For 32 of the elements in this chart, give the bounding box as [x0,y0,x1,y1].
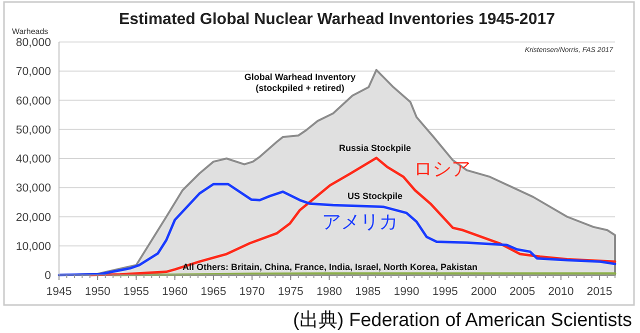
y-tick-label: 60,000 [16,95,51,108]
annotation: アメリカ [322,212,398,233]
x-tick-label: 1955 [123,286,150,298]
x-tick-label: 1990 [394,286,420,298]
y-tick-label: 0 [44,270,51,282]
chart-title: Estimated Global Nuclear Warhead Inventories 1945-2017 [118,11,556,28]
x-tick-label: 1950 [84,286,110,298]
y-tick-label: 80,000 [16,37,51,49]
y-tick-label: 50,000 [16,124,51,136]
x-tick-label: 2000 [470,286,497,298]
series-label: US Stockpile [347,191,403,201]
y-tick-label: 40,000 [16,154,51,166]
x-tick-label: 1985 [355,286,381,298]
x-tick-label: 1980 [316,286,342,298]
series-label: Russia Stockpile [338,143,412,153]
y-tick-label: 10,000 [16,240,51,253]
series-label: Global Warhead Inventory (stockpiled + retired) [244,72,356,93]
x-tick-label: 1970 [239,286,265,298]
annotation: ロシア [414,159,470,180]
x-tick-label: 2010 [548,286,574,298]
x-tick-label: 1975 [278,286,304,298]
x-tick-label: 1965 [200,286,226,298]
y-tick-label: 20,000 [16,212,51,224]
x-tick-label: 1945 [46,286,72,298]
y-tick-label: 70,000 [16,66,51,78]
x-tick-label: 1960 [162,286,188,298]
y-tick-label: 30,000 [16,182,51,195]
x-tick-label: 2005 [510,286,536,298]
y-axis-title: Warheads [12,27,48,36]
x-tick-label: 1995 [432,286,458,298]
x-tick-label: 2015 [586,286,612,298]
text: (出典) Federation of American Scientists [293,310,632,331]
